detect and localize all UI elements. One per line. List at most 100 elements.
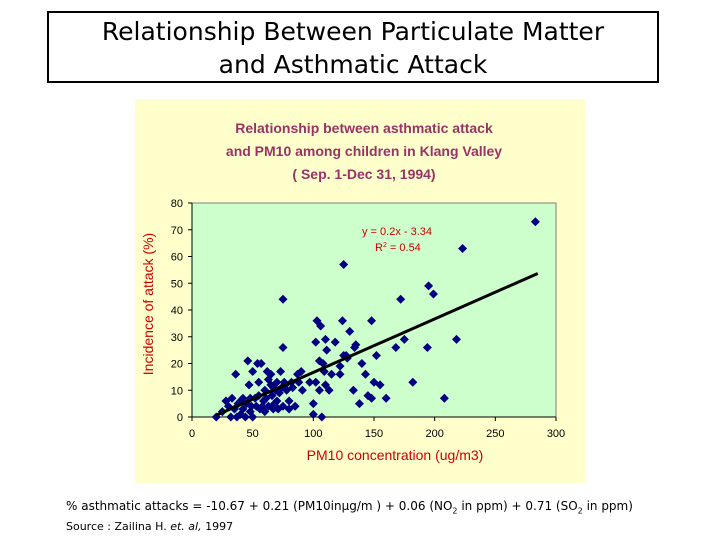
data-point bbox=[246, 401, 256, 411]
x-tick-label: 300 bbox=[547, 428, 565, 440]
data-point bbox=[337, 316, 347, 326]
data-point bbox=[361, 369, 371, 379]
formula-no2-subscript: 2 bbox=[452, 506, 458, 516]
data-point bbox=[339, 260, 349, 270]
data-point bbox=[232, 412, 242, 422]
data-point bbox=[363, 391, 373, 401]
y-tick-label: 0 bbox=[177, 412, 183, 424]
x-tick-label: 0 bbox=[189, 428, 195, 440]
data-point bbox=[272, 396, 282, 406]
data-point bbox=[294, 377, 304, 387]
formula-part-2: g/m ) + 0.06 (NO bbox=[349, 499, 453, 513]
chart-title-line-2: and PM10 among children in Klang Valley bbox=[226, 143, 502, 159]
source-citation: Source : Zailina H. et. al, 1997 bbox=[66, 520, 233, 533]
data-point bbox=[297, 385, 307, 395]
data-point bbox=[284, 396, 294, 406]
data-point bbox=[458, 243, 468, 253]
data-point bbox=[311, 377, 321, 387]
y-tick-label: 10 bbox=[171, 385, 183, 397]
x-tick-label: 250 bbox=[486, 428, 504, 440]
trend-equation: y = 0.2x - 3.34 bbox=[362, 226, 432, 238]
scatter-chart: Relationship between asthmatic attack an… bbox=[140, 120, 565, 463]
data-point bbox=[439, 393, 449, 403]
formula-part-3: in ppm) + 0.71 (SO bbox=[457, 499, 578, 513]
data-point bbox=[240, 412, 250, 422]
data-point bbox=[452, 334, 462, 344]
data-point bbox=[226, 412, 236, 422]
data-point bbox=[381, 393, 391, 403]
chart-title-line-1: Relationship between asthmatic attack bbox=[235, 120, 493, 136]
data-point bbox=[367, 393, 377, 403]
data-point bbox=[375, 380, 385, 390]
data-point bbox=[399, 334, 409, 344]
data-point bbox=[371, 350, 381, 360]
data-point bbox=[330, 337, 340, 347]
regression-formula: % asthmatic attacks = -10.67 + 0.21 (PM1… bbox=[66, 499, 633, 515]
chart-title-line-3: ( Sep. 1-Dec 31, 1994) bbox=[292, 166, 435, 182]
data-point bbox=[254, 377, 264, 387]
formula-part-4: in ppm) bbox=[582, 499, 633, 513]
data-point bbox=[308, 399, 318, 409]
data-point bbox=[320, 380, 330, 390]
x-axis-label: PM10 concentration (ug/m3) bbox=[307, 447, 484, 463]
data-point bbox=[422, 342, 432, 352]
source-italic: et. al, bbox=[170, 520, 202, 533]
data-point bbox=[348, 385, 358, 395]
data-point bbox=[424, 281, 434, 291]
r-squared-label: R2 = 0.54 bbox=[375, 242, 421, 254]
source-suffix: 1997 bbox=[201, 520, 234, 533]
data-point bbox=[308, 409, 318, 419]
data-point bbox=[262, 367, 272, 377]
x-tick-label: 150 bbox=[365, 428, 383, 440]
data-point bbox=[335, 369, 345, 379]
data-point bbox=[248, 412, 258, 422]
data-point bbox=[391, 342, 401, 352]
data-point bbox=[256, 359, 266, 368]
formula-part-1: % asthmatic attacks = -10.67 + 0.21 (PM1… bbox=[66, 499, 342, 513]
data-point bbox=[251, 401, 261, 411]
source-prefix: Source : Zailina H. bbox=[66, 520, 171, 533]
data-point bbox=[243, 356, 253, 366]
data-point bbox=[311, 337, 321, 347]
x-tick-label: 100 bbox=[304, 428, 322, 440]
y-tick-label: 80 bbox=[171, 198, 183, 210]
data-point bbox=[257, 401, 267, 411]
data-point bbox=[322, 345, 332, 355]
y-axis-label: Incidence of attack (%) bbox=[140, 233, 156, 375]
data-point bbox=[327, 369, 337, 379]
x-tick-label: 50 bbox=[247, 428, 259, 440]
y-tick-label: 70 bbox=[171, 225, 183, 237]
data-point bbox=[290, 401, 300, 411]
data-point bbox=[227, 393, 237, 403]
data-point bbox=[248, 367, 258, 377]
y-tick-label: 40 bbox=[171, 305, 183, 317]
r-squared-r: R bbox=[375, 242, 383, 254]
data-points bbox=[211, 217, 540, 422]
y-tick-label: 50 bbox=[171, 278, 183, 290]
data-point bbox=[305, 377, 315, 387]
data-point bbox=[231, 369, 241, 379]
data-point bbox=[367, 316, 377, 326]
data-point bbox=[288, 383, 298, 393]
data-point bbox=[276, 367, 286, 377]
data-point bbox=[314, 385, 324, 395]
data-point bbox=[530, 217, 540, 227]
data-point bbox=[278, 342, 288, 352]
data-point bbox=[266, 369, 276, 379]
data-point bbox=[335, 361, 345, 371]
trend-line bbox=[215, 272, 539, 417]
data-point bbox=[312, 316, 322, 326]
data-point bbox=[316, 321, 326, 331]
data-point bbox=[317, 412, 327, 422]
data-point bbox=[408, 377, 418, 387]
x-axis-ticks: 0 50 100 150 200 250 300 bbox=[189, 417, 565, 440]
data-point bbox=[324, 385, 334, 395]
chart-panel: Relationship between asthmatic attack an… bbox=[135, 99, 585, 483]
data-point bbox=[272, 377, 282, 387]
data-point bbox=[428, 289, 438, 299]
slide-title-line-1: Relationship Between Particulate Matter bbox=[101, 17, 605, 46]
data-point bbox=[267, 391, 277, 401]
data-point bbox=[351, 340, 361, 350]
y-tick-label: 30 bbox=[171, 332, 183, 344]
x-tick-label: 200 bbox=[425, 428, 443, 440]
